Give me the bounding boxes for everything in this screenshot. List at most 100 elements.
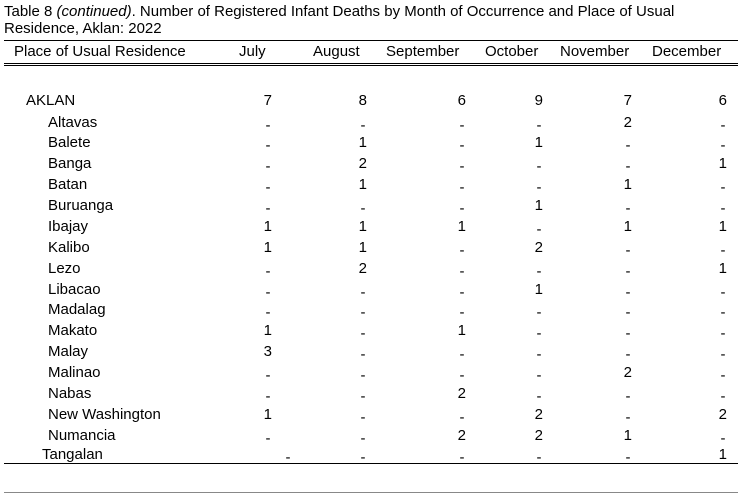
value-cell: - [459,284,465,301]
value-cell: 1 [358,218,367,235]
value-cell: 1 [534,134,543,151]
value-cell: - [720,325,726,342]
value-cell: - [360,346,366,363]
value-cell: - [625,263,631,280]
value-cell: 2 [534,239,543,256]
value-cell: - [265,158,271,175]
value-cell: - [625,346,631,363]
value-cell: - [625,304,631,321]
value-cell: 1 [534,281,543,298]
value-cell: - [360,449,366,466]
value-cell: 7 [623,92,632,109]
value-cell: - [360,304,366,321]
value-cell: - [536,304,542,321]
value-cell: 1 [718,218,727,235]
value-cell: 1 [263,239,272,256]
value-cell: 1 [457,218,466,235]
value-cell: - [360,430,366,447]
municipality-name: New Washington [48,406,161,423]
value-cell: - [625,284,631,301]
value-cell: 2 [358,155,367,172]
value-cell: - [459,367,465,384]
value-cell: - [459,158,465,175]
value-cell: - [536,346,542,363]
value-cell: - [720,367,726,384]
value-cell: 1 [263,406,272,423]
municipality-name: Lezo [48,260,81,277]
value-cell: - [265,117,271,134]
municipality-name: Madalag [48,301,106,318]
value-cell: - [720,388,726,405]
header-july: July [239,43,266,60]
value-cell: - [625,325,631,342]
value-cell: - [360,367,366,384]
value-cell: 1 [358,239,367,256]
value-cell: 1 [718,446,727,463]
value-cell: - [625,137,631,154]
value-cell: - [265,200,271,217]
value-cell: 1 [358,176,367,193]
value-cell: - [360,325,366,342]
value-cell: 2 [718,406,727,423]
value-cell: - [625,200,631,217]
header-august: August [313,43,360,60]
value-cell: 1 [718,155,727,172]
top-rule [4,40,738,41]
value-cell: 1 [263,218,272,235]
value-cell: - [625,158,631,175]
value-cell: - [459,304,465,321]
value-cell: - [720,284,726,301]
municipality-name: Malinao [48,364,101,381]
title-prefix: Table 8 [4,3,57,20]
value-cell: - [536,449,542,466]
value-cell: - [360,409,366,426]
value-cell: 6 [718,92,727,109]
value-cell: - [459,409,465,426]
value-cell: - [360,117,366,134]
value-cell: - [536,388,542,405]
value-cell: - [536,158,542,175]
value-cell: - [459,346,465,363]
value-cell: - [265,263,271,280]
municipality-name: Nabas [48,385,92,402]
municipality-name: Malay [48,343,89,360]
value-cell: - [459,179,465,196]
value-cell: - [536,221,542,238]
value-cell: - [625,449,631,466]
value-cell: 2 [623,114,632,131]
value-cell: 2 [358,260,367,277]
header-rule [4,63,738,64]
header-place: Place of Usual Residence [14,43,186,60]
municipality-name: Banga [48,155,92,172]
municipality-name: Buruanga [48,197,114,214]
value-cell: - [720,430,726,447]
value-cell: - [265,179,271,196]
value-cell: - [459,449,465,466]
value-cell: - [459,263,465,280]
value-cell: - [720,117,726,134]
value-cell: - [720,200,726,217]
value-cell: 1 [358,134,367,151]
value-cell: - [265,388,271,405]
value-cell: 1 [623,218,632,235]
municipality-name: Libacao [48,281,101,298]
header-rule-2 [4,65,738,66]
value-cell: 1 [623,427,632,444]
header-november: November [560,43,630,60]
value-cell: - [720,346,726,363]
value-cell: 1 [263,322,272,339]
value-cell: 1 [457,322,466,339]
municipality-name: Numancia [48,427,116,444]
municipality-name: Batan [48,176,88,193]
value-cell: - [360,388,366,405]
value-cell: - [265,284,271,301]
municipality-name: Balete [48,134,91,151]
header-october: October [485,43,539,60]
value-cell: 1 [623,176,632,193]
title-continued: (continued) [56,3,132,20]
value-cell: 2 [534,406,543,423]
value-cell: 9 [534,92,543,109]
title-text: . Number of Registered Infant Deaths by … [4,3,675,37]
value-cell: 3 [263,343,272,360]
value-cell: - [720,242,726,259]
